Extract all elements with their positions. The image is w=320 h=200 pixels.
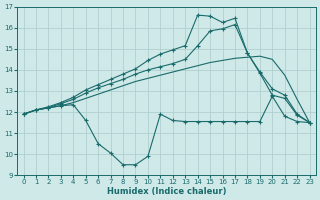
X-axis label: Humidex (Indice chaleur): Humidex (Indice chaleur) (107, 187, 226, 196)
